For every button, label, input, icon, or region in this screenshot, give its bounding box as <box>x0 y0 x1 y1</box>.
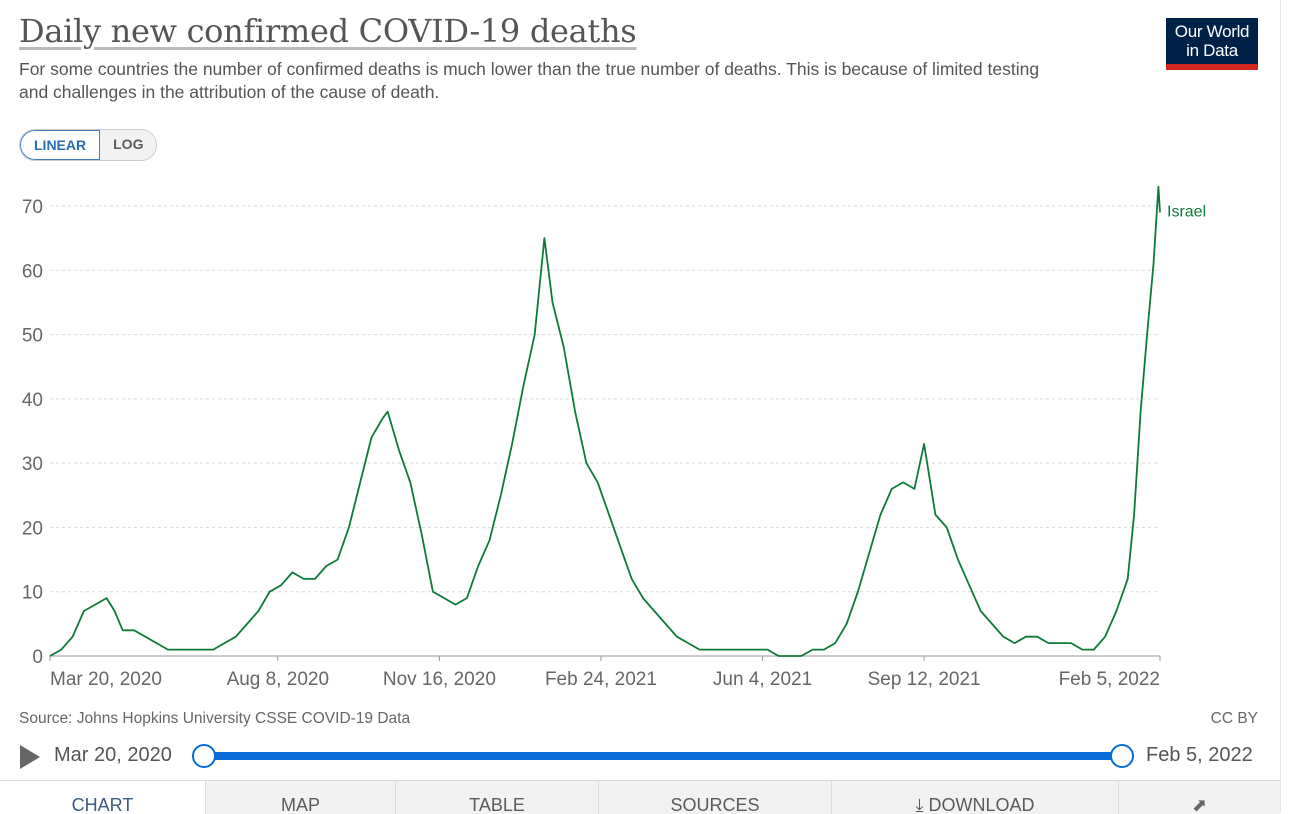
y-tick-label: 30 <box>22 454 43 475</box>
timeline: Mar 20, 2020 Feb 5, 2022 <box>0 736 1290 776</box>
tab-download-label: DOWNLOAD <box>928 795 1035 814</box>
timeline-start-handle[interactable] <box>192 744 216 768</box>
download-icon: ⤓ <box>915 795 924 814</box>
y-tick-label: 70 <box>22 197 43 218</box>
tab-share[interactable]: ⬈ <box>1118 781 1280 814</box>
tab-sources[interactable]: SOURCES <box>598 781 831 814</box>
tab-download[interactable]: ⤓ DOWNLOAD <box>831 781 1118 814</box>
source-note[interactable]: Source: Johns Hopkins University CSSE CO… <box>19 710 411 727</box>
y-tick-label: 10 <box>22 583 43 604</box>
tab-bar: CHART MAP TABLE SOURCES ⤓ DOWNLOAD ⬈ <box>0 780 1280 814</box>
series-label-israel: Israel <box>1167 203 1206 220</box>
license-link[interactable]: CC BY <box>1210 710 1258 727</box>
timeline-end-handle[interactable] <box>1110 744 1134 768</box>
chart-title[interactable]: Daily new confirmed COVID-19 deaths <box>19 12 637 50</box>
share-icon: ⬈ <box>1191 795 1208 814</box>
logo-red-bar <box>1166 64 1258 70</box>
series-line-israel <box>49 185 1161 657</box>
timeline-end-label: Feb 5, 2022 <box>1146 744 1253 766</box>
linear-scale-button[interactable]: LINEAR <box>20 130 101 160</box>
logo-line-1: Our World <box>1174 22 1250 41</box>
timeline-start-label: Mar 20, 2020 <box>54 744 172 766</box>
x-tick-label: Nov 16, 2020 <box>383 669 496 690</box>
owid-logo[interactable]: Our World in Data <box>1166 18 1258 70</box>
gridlines <box>50 205 1160 593</box>
x-tick-label: Sep 12, 2021 <box>868 669 981 690</box>
y-tick-label: 40 <box>22 390 43 411</box>
x-tick-label: Jun 4, 2021 <box>713 669 812 690</box>
tab-chart[interactable]: CHART <box>0 781 205 814</box>
x-tick-label: Aug 8, 2020 <box>227 669 329 690</box>
y-tick-label: 20 <box>22 518 43 539</box>
panel-border <box>1280 0 1281 813</box>
scale-toggle: LINEAR LOG <box>19 129 158 161</box>
chart-subtitle: For some countries the number of confirm… <box>19 59 1040 102</box>
tab-table[interactable]: TABLE <box>395 781 598 814</box>
tab-map[interactable]: MAP <box>205 781 395 814</box>
series-layer: Israel <box>49 185 1206 657</box>
y-axis-ticks: 0 10 20 30 40 50 60 70 <box>22 197 43 668</box>
timeline-track[interactable] <box>204 752 1122 760</box>
x-tick-label: Feb 5, 2022 <box>1059 669 1160 690</box>
x-axis: Mar 20, 2020 Aug 8, 2020 Nov 16, 2020 Feb 2… <box>49 655 1161 690</box>
play-icon[interactable] <box>20 745 40 769</box>
log-scale-button[interactable]: LOG <box>100 130 157 160</box>
logo-line-2: in Data <box>1186 41 1238 60</box>
line-chart: 0 10 20 30 40 50 60 70 Mar 20, 2020 Aug 8, 2020 N… <box>22 185 1206 690</box>
y-tick-label: 60 <box>22 261 43 282</box>
x-tick-label: Feb 24, 2021 <box>545 669 657 690</box>
y-tick-label: 50 <box>22 326 43 347</box>
y-tick-label: 0 <box>32 647 43 668</box>
x-tick-label: Mar 20, 2020 <box>50 669 162 690</box>
